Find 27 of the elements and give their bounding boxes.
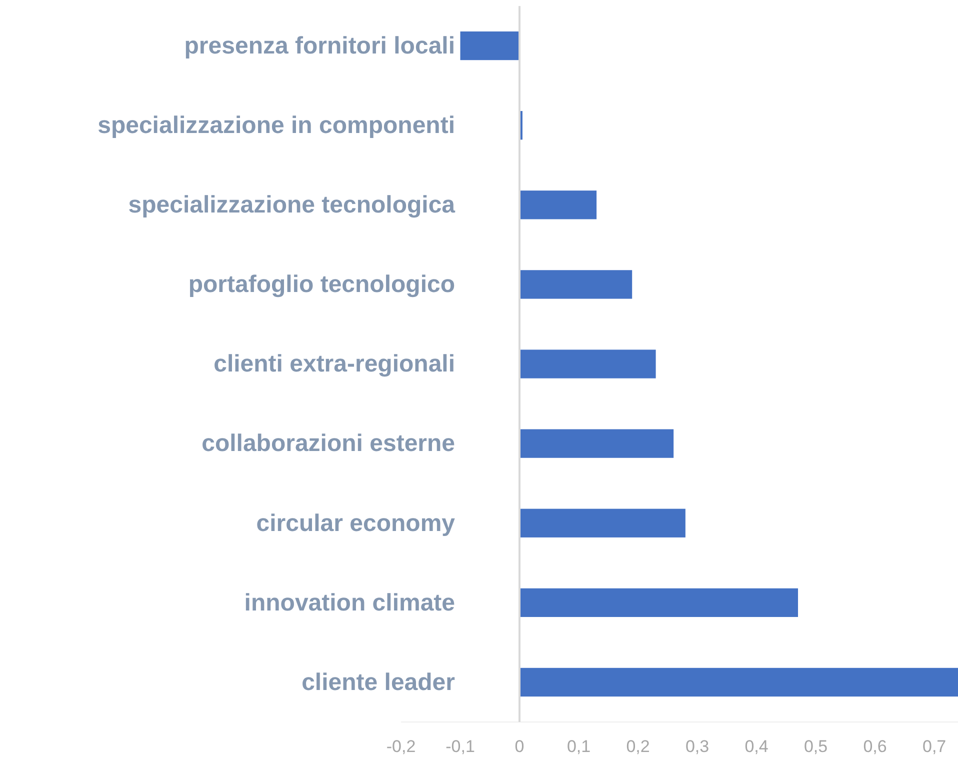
y-tick-label: cliente leader [302,668,455,696]
x-tick-label: 0,6 [863,737,887,756]
y-tick-label: specializzazione tecnologica [128,192,456,219]
x-tick-label: 0,4 [744,737,768,756]
bar [520,190,597,220]
bar [520,429,674,458]
x-tick-label: 0,7 [922,737,946,756]
bar [460,31,520,60]
y-tick-label: collaborazioni esterne [202,430,455,458]
bar [520,588,798,617]
x-tick-label: -0,2 [386,737,416,756]
x-tick-label: 0 [514,737,524,756]
y-tick-label: innovation climate [244,589,455,616]
bar [520,270,632,299]
y-tick-label: presenza fornitori locali [184,32,455,60]
bar [520,350,656,378]
y-tick-label: specializzazione in componenti [98,112,455,140]
x-tick-label: 0,5 [804,737,828,756]
x-tick-label: -0,1 [446,737,475,756]
y-tick-label: portafoglio tecnologico [188,271,455,298]
y-tick-label: clienti extra-regionali [214,350,455,378]
bar [520,508,686,538]
bar [520,668,958,697]
x-tick-label: 0,2 [626,737,650,756]
x-tick-label: 0,1 [566,737,591,756]
y-tick-label: circular economy [256,510,456,537]
x-tick-label: 0,3 [685,737,710,756]
